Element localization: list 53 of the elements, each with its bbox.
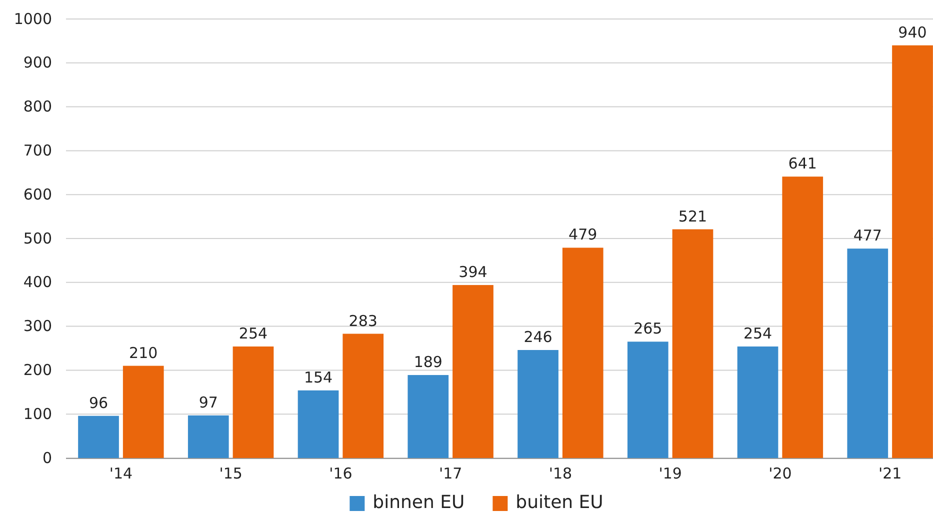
x-tick-label: '14	[109, 464, 133, 483]
x-tick-label: '19	[658, 464, 682, 483]
legend-label: buiten EU	[516, 492, 604, 513]
x-tick-label: '21	[878, 464, 902, 483]
bar	[298, 390, 339, 458]
y-tick-label: 700	[23, 142, 52, 160]
data-label: 154	[304, 368, 333, 386]
bar	[452, 285, 494, 458]
bar	[627, 342, 668, 458]
y-tick-label: 900	[23, 54, 52, 72]
data-label: 394	[458, 263, 488, 282]
x-tick-label: '17	[438, 464, 462, 483]
bar	[342, 334, 384, 458]
bar	[737, 346, 778, 458]
x-tick-label: '16	[329, 464, 352, 483]
legend-label: binnen EU	[372, 492, 465, 513]
data-label: 265	[634, 320, 662, 338]
data-label: 479	[568, 226, 598, 244]
y-tick-label: 100	[23, 404, 52, 423]
data-label: 254	[238, 324, 268, 342]
bar	[78, 416, 119, 458]
data-label: 940	[898, 23, 927, 42]
data-label: 97	[198, 393, 218, 412]
bar	[188, 415, 229, 458]
y-tick-label: 400	[23, 273, 52, 292]
data-label: 210	[129, 344, 158, 362]
data-label: 641	[788, 154, 817, 173]
data-label: 246	[524, 328, 552, 346]
bar	[847, 248, 888, 458]
bar	[518, 350, 558, 458]
x-tick-label: '18	[548, 464, 572, 483]
bar	[562, 248, 604, 458]
y-tick-label: 200	[23, 361, 52, 379]
y-tick-label: 500	[23, 229, 52, 248]
x-tick-label: '20	[768, 464, 792, 483]
data-label: 477	[853, 226, 882, 245]
data-label: 189	[414, 353, 442, 372]
bar	[408, 375, 449, 458]
bar	[892, 45, 933, 458]
bar	[232, 346, 274, 458]
data-label: 283	[348, 312, 378, 330]
data-label: 254	[743, 324, 772, 342]
y-tick-label: 300	[23, 317, 52, 336]
bar	[122, 366, 164, 458]
data-label: 96	[88, 394, 108, 412]
data-label: 521	[678, 207, 708, 226]
bar	[672, 229, 714, 458]
y-tick-label: 0	[42, 448, 52, 467]
y-tick-label: 1000	[14, 10, 52, 28]
y-tick-label: 800	[23, 98, 52, 116]
y-tick-label: 600	[23, 185, 52, 204]
x-tick-label: '15	[219, 464, 242, 483]
bar	[782, 176, 824, 458]
